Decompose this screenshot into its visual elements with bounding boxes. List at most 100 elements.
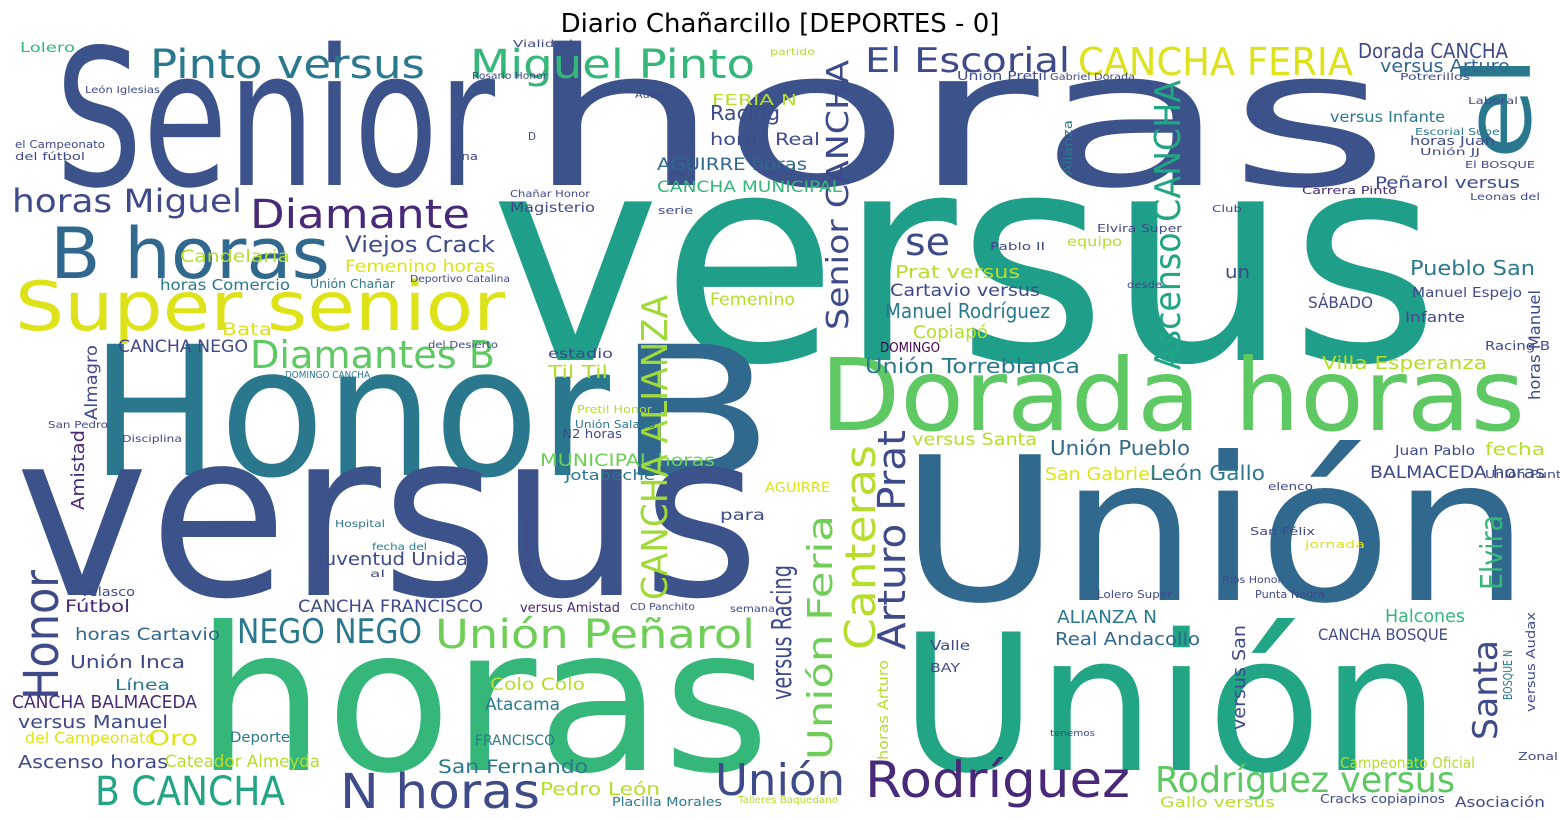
word: Cateador Almeyda (165, 752, 320, 772)
word: Laboral (1468, 96, 1518, 107)
word: horas Arturo (876, 660, 892, 760)
word: Manuel Espejo (1412, 286, 1522, 301)
word: tenemos (1050, 729, 1095, 739)
word: una (453, 150, 478, 163)
word: Unión Pretil (957, 69, 1047, 83)
word: versus San (1229, 625, 1250, 730)
word: León Iglesias (85, 84, 160, 96)
word: Asociación (1455, 795, 1545, 811)
word: Copiapó (913, 322, 988, 343)
word: Unión JJ (1420, 146, 1480, 158)
word: horas Miguel (12, 182, 242, 220)
word: Gallo versus (1160, 795, 1275, 811)
word: al (370, 569, 385, 580)
word: Hospital (335, 519, 385, 530)
word: serie (658, 204, 693, 217)
word: Unión Feria (801, 515, 841, 760)
word: Diamantes B (250, 333, 495, 377)
word: Femenino (710, 290, 795, 310)
word: versus Arturo (1380, 56, 1510, 77)
word: NEGO NEGO (237, 612, 422, 652)
word: versus (490, 92, 1440, 429)
word: Gabriel Dorada (1050, 72, 1135, 83)
word: se (905, 220, 950, 264)
word: FRANCISCO (475, 733, 555, 749)
word: DOMINGO (880, 341, 940, 356)
word: desde (1127, 280, 1162, 291)
word: Dorada horas (820, 337, 1525, 454)
word: Unión (900, 594, 1440, 815)
word: Arturo Prat (870, 430, 914, 650)
word: Canteras (836, 445, 885, 650)
word: torneo (520, 515, 536, 570)
word: CANCHA BOSQUE (1318, 625, 1448, 644)
word: CANCHA NEGO (118, 337, 248, 357)
word: CANCHA FERIA (1078, 40, 1353, 84)
word: Real Andacollo (1055, 629, 1200, 650)
word: Honor (90, 309, 610, 518)
word: Racing B (1485, 339, 1550, 353)
word: CANCHA ALIANZA (635, 295, 676, 600)
word: Til Til (547, 362, 608, 383)
chart-title: Diario Chañarcillo [DEPORTES - 0] (561, 9, 1000, 39)
word: Zonal (1518, 750, 1558, 763)
word: Disciplina (122, 434, 182, 445)
word: Leonas del (1470, 192, 1540, 203)
word: Unión Torreblanca (865, 354, 1080, 378)
word: del Desierto (428, 340, 498, 351)
word: Pablo II (990, 240, 1045, 253)
word: Valle (930, 639, 970, 654)
word: MUNICIPAL horas (540, 451, 715, 471)
word: AGUIRRE (765, 481, 830, 496)
word: Femenino horas (345, 257, 495, 277)
word: elenco (1268, 480, 1313, 493)
word: N horas (340, 764, 540, 820)
word: B CANCHA (95, 769, 286, 815)
word: Prat versus (895, 262, 1020, 283)
word: Elvira (1475, 515, 1510, 590)
word: Senior (55, 9, 496, 230)
word: BALMACEDA horas (1370, 463, 1545, 483)
word: Audax (635, 90, 670, 101)
word: horas Cartavio (75, 625, 220, 645)
word: Unión Chañar (310, 277, 395, 291)
word: Unión Peñarol (435, 612, 755, 658)
word: Unión Salado (575, 418, 655, 431)
word: Viejos Crack (345, 233, 495, 258)
word: Amistad (68, 430, 89, 510)
word: Chañar Honor (510, 189, 591, 200)
word: Magisterio (510, 201, 595, 216)
word: Fútbol (65, 597, 130, 617)
word: Alianza (1061, 120, 1075, 175)
word: versus (15, 383, 760, 650)
word: Diamante (250, 192, 470, 238)
word: horas Real (710, 130, 820, 150)
word: jornada (1304, 538, 1365, 551)
word: Escorial Super (1415, 127, 1506, 138)
word: horas Juan (1410, 134, 1495, 148)
word: El Escorial (865, 41, 1070, 81)
word: Deportivo Catalina (410, 274, 510, 285)
word: Pretil Honor (577, 403, 653, 416)
word: Pueblo San (1410, 256, 1535, 280)
word: para (720, 506, 765, 524)
word: AGUIRRE horas (657, 155, 807, 175)
word: San Pedro (48, 420, 108, 431)
word: equipo (1067, 235, 1122, 250)
word: Potrerillos (1400, 72, 1470, 83)
word: Super senior (15, 268, 505, 347)
word: Unión (900, 415, 1530, 648)
word: Cartavio versus (890, 281, 1040, 301)
word: Rodríguez (865, 751, 1130, 809)
word: CANCHA FRANCISCO (298, 597, 483, 617)
word: Colo Colo (490, 675, 585, 695)
word: B horas (50, 213, 330, 295)
word: Santa (1466, 640, 1506, 740)
word: Oro (148, 726, 198, 750)
word: el (1445, 55, 1552, 160)
word: Bata (222, 320, 272, 340)
word: Club (1212, 204, 1242, 215)
word: horas (195, 585, 770, 818)
word: Campeonato Oficial (1340, 754, 1475, 772)
